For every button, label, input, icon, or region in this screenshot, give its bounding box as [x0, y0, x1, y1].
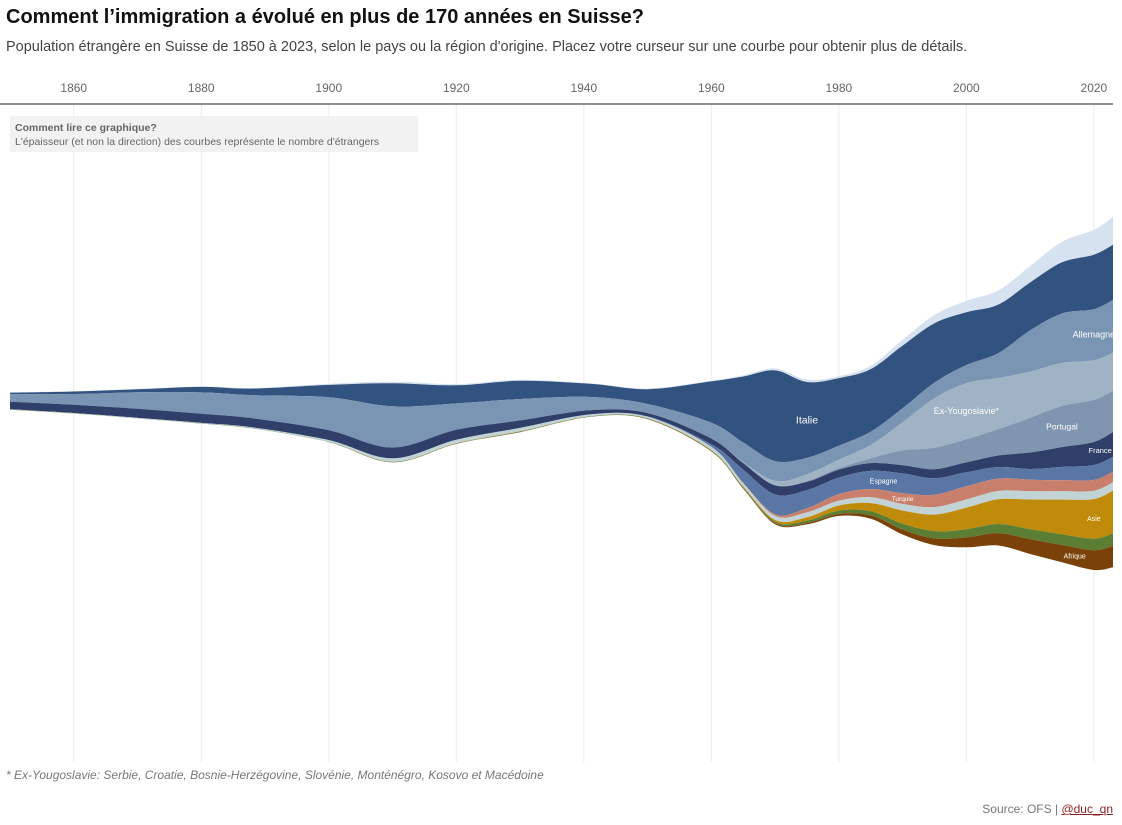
author-link[interactable]: @duc_qn — [1061, 802, 1113, 816]
stream-espagne[interactable] — [10, 409, 1113, 516]
stream-asie[interactable] — [10, 409, 1113, 539]
chart-subtitle: Population étrangère en Suisse de 1850 à… — [6, 39, 968, 55]
x-tick-label-1880: 1880 — [188, 81, 215, 95]
x-tick-label-1980: 1980 — [825, 81, 852, 95]
label-italie: Italie — [796, 415, 818, 427]
x-tick-label-1860: 1860 — [60, 81, 87, 95]
how-to-read-background — [10, 116, 418, 152]
label-portugal: Portugal — [1046, 421, 1078, 431]
x-tick-label-2020: 2020 — [1081, 81, 1108, 95]
stream-labels: Italie Allemagne Ex-Yougoslavie* Portugal Fr… — [796, 330, 1115, 561]
footnote-ex-yougoslavie: * Ex-Yougoslavie: Serbie, Croatie, Bosni… — [6, 768, 544, 782]
source-credit: Source: OFS | @duc_qn — [982, 802, 1113, 816]
chart-title: Comment l’immigration a évolué en plus d… — [6, 6, 644, 28]
x-tick-label-1940: 1940 — [570, 81, 597, 95]
how-to-read-title: Comment lire ce graphique? — [15, 122, 157, 134]
x-tick-label-1960: 1960 — [698, 81, 725, 95]
x-tick-label-2000: 2000 — [953, 81, 980, 95]
x-axis: 1860 1880 1900 1920 1940 1960 1980 2000 2020 — [0, 81, 1113, 105]
label-asie: Asie — [1087, 516, 1101, 523]
x-tick-label-1920: 1920 — [443, 81, 470, 95]
label-france: France — [1089, 446, 1112, 455]
label-espagne: Espagne — [870, 479, 898, 486]
stream-layers[interactable] — [10, 216, 1113, 571]
label-afrique: Afrique — [1064, 554, 1086, 561]
how-to-read-text: L'épaisseur (et non la direction) des co… — [15, 136, 379, 148]
x-tick-label-1900: 1900 — [315, 81, 342, 95]
stream-italie[interactable] — [10, 244, 1113, 463]
stream-france[interactable] — [10, 401, 1113, 496]
label-turquie: Turquie — [892, 496, 914, 503]
label-allemagne: Allemagne — [1073, 330, 1116, 340]
how-to-read-box: Comment lire ce graphique? L'épaisseur (… — [10, 116, 418, 152]
source-text: Source: OFS | — [982, 802, 1062, 816]
streamgraph-chart: 1860 1880 1900 1920 1940 1960 1980 2000 2020 Ita… — [0, 81, 1115, 762]
label-ex-yougoslavie: Ex-Yougoslavie* — [934, 406, 1000, 416]
